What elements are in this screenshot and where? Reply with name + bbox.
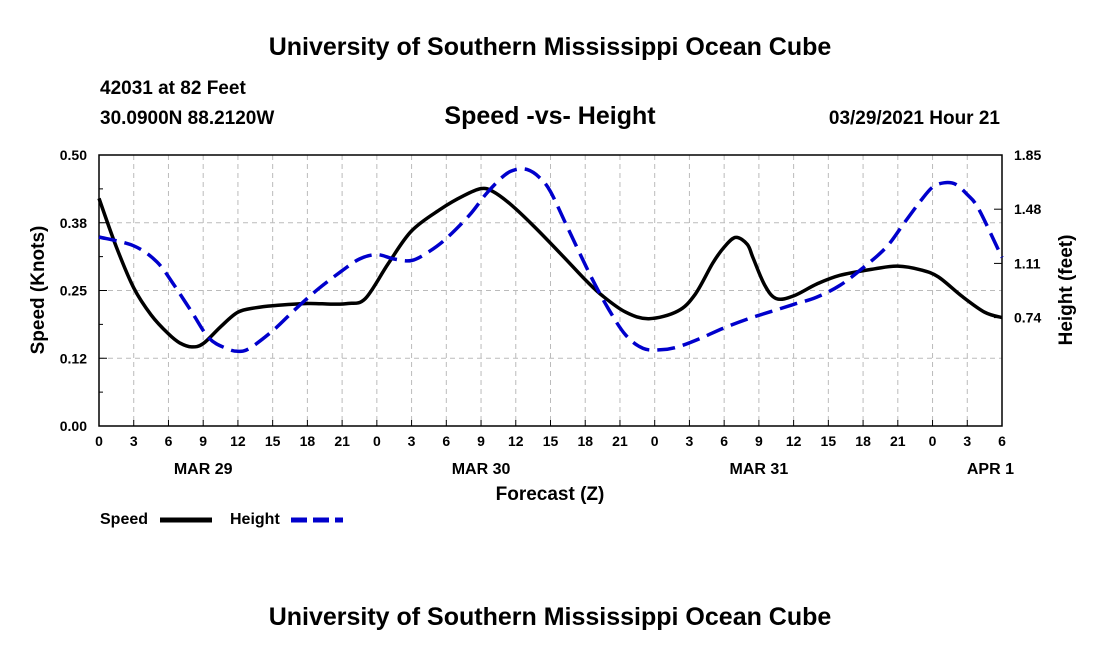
x-date-label: MAR 31 [730, 461, 789, 478]
y-axis-left-label: Speed (Knots) [28, 226, 49, 355]
x-date-label: APR 1 [967, 461, 1014, 478]
x-tick-label: 15 [821, 433, 837, 449]
y-right-tick-label: 1.11 [1014, 255, 1041, 271]
y-right-tick-label: 1.48 [1014, 201, 1041, 217]
y-left-tick-label: 0.38 [60, 215, 87, 231]
x-tick-label: 6 [442, 433, 450, 449]
location-label: 30.0900N 88.2120W [100, 108, 274, 129]
x-tick-label: 21 [890, 433, 906, 449]
series-layer [97, 167, 1004, 354]
page-title-bottom: University of Southern Mississippi Ocean… [269, 603, 832, 631]
x-tick-label: 6 [720, 433, 728, 449]
x-tick-label: 0 [373, 433, 381, 449]
y-left-tick-label: 0.12 [60, 350, 87, 366]
y-axis-right-label: Height (feet) [1056, 235, 1077, 346]
x-date-label: MAR 30 [452, 461, 511, 478]
x-axis-label: Forecast (Z) [496, 484, 605, 505]
y-left-tick-label: 0.50 [60, 147, 87, 163]
x-tick-label: 21 [334, 433, 350, 449]
datetime-label: 03/29/2021 Hour 21 [829, 108, 1001, 129]
x-date-label: MAR 29 [174, 461, 233, 478]
x-tick-label: 0 [929, 433, 937, 449]
station-label: 42031 at 82 Feet [100, 78, 246, 99]
x-tick-label: 12 [786, 433, 802, 449]
legend: Speed Height [100, 511, 343, 528]
y-right-tick-label: 0.74 [1014, 310, 1041, 326]
x-tick-label: 3 [963, 433, 971, 449]
x-tick-label: 3 [130, 433, 138, 449]
x-tick-label: 6 [998, 433, 1006, 449]
x-tick-label: 15 [543, 433, 559, 449]
x-tick-label: 12 [230, 433, 246, 449]
x-tick-label: 6 [165, 433, 173, 449]
y-right-tick-label: 1.85 [1014, 147, 1041, 163]
y-left-tick-label: 0.25 [60, 283, 87, 299]
x-tick-label: 9 [199, 433, 207, 449]
legend-height-label: Height [230, 511, 280, 528]
x-tick-label: 9 [477, 433, 485, 449]
chart-title: Speed -vs- Height [444, 102, 656, 130]
legend-speed-label: Speed [100, 511, 148, 528]
grid-lines [99, 155, 1002, 426]
x-tick-label: 18 [300, 433, 316, 449]
x-tick-label: 0 [651, 433, 659, 449]
height-series-line [98, 167, 1004, 354]
x-tick-label: 3 [686, 433, 694, 449]
x-tick-label: 21 [612, 433, 628, 449]
axis-ticks: 0 3 6 9 12 15 18 21 0 3 6 9 12 15 18 21 0 3 6 9 12 15 18 21 0 3 6M… [60, 147, 1042, 478]
x-tick-label: 18 [577, 433, 593, 449]
x-tick-label: 9 [755, 433, 763, 449]
x-tick-label: 18 [855, 433, 871, 449]
y-left-tick-label: 0.00 [60, 418, 87, 434]
page-title-top: University of Southern Mississippi Ocean… [269, 33, 832, 61]
x-tick-label: 0 [95, 433, 103, 449]
x-tick-label: 3 [408, 433, 416, 449]
x-tick-label: 15 [265, 433, 281, 449]
x-tick-label: 12 [508, 433, 524, 449]
speed-series-line [97, 186, 1003, 349]
